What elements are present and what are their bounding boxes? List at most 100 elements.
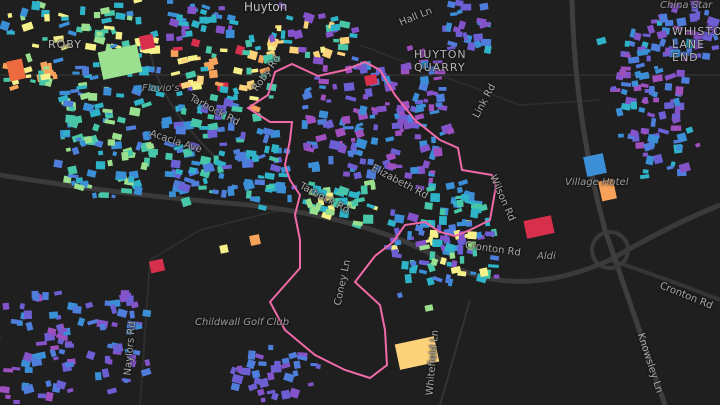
- building: [620, 102, 631, 111]
- building: [132, 349, 141, 356]
- building: [13, 400, 20, 404]
- building: [126, 15, 133, 21]
- building: [165, 152, 173, 161]
- building: [10, 318, 21, 325]
- building: [50, 345, 59, 351]
- building: [319, 85, 326, 90]
- building: [337, 43, 349, 51]
- building: [345, 95, 357, 102]
- building: [128, 176, 135, 183]
- building: [406, 45, 414, 52]
- building: [232, 148, 241, 155]
- building: [646, 112, 656, 118]
- building: [215, 25, 226, 35]
- building: [180, 80, 192, 90]
- building: [364, 73, 378, 87]
- building: [432, 239, 443, 247]
- building: [55, 333, 68, 341]
- building: [118, 293, 127, 303]
- building: [682, 55, 689, 62]
- building: [430, 257, 439, 267]
- building: [409, 267, 415, 274]
- poi-label-flavios[interactable]: Flavio's: [142, 83, 180, 94]
- building: [363, 179, 375, 187]
- building: [414, 134, 422, 140]
- building: [68, 117, 80, 129]
- building: [96, 31, 103, 37]
- building: [148, 149, 158, 155]
- building: [523, 215, 555, 239]
- building: [121, 40, 131, 48]
- building: [674, 105, 681, 115]
- building: [347, 162, 359, 171]
- building: [384, 101, 390, 106]
- building: [125, 125, 137, 131]
- building: [445, 181, 456, 190]
- building: [6, 58, 26, 82]
- building: [413, 105, 425, 114]
- poi-label-aldi[interactable]: Aldi: [537, 251, 556, 262]
- building: [330, 15, 339, 23]
- building: [249, 196, 261, 203]
- building: [0, 386, 10, 394]
- building: [79, 91, 91, 101]
- building: [620, 82, 632, 87]
- building: [305, 86, 312, 92]
- poi-label-china-star[interactable]: China Star: [660, 0, 713, 11]
- building: [241, 367, 251, 376]
- building: [138, 33, 156, 51]
- building: [430, 170, 436, 175]
- building: [0, 20, 11, 32]
- building: [219, 244, 229, 254]
- building: [446, 45, 456, 51]
- building: [429, 251, 436, 261]
- building: [666, 165, 674, 171]
- building: [246, 67, 252, 75]
- building: [426, 186, 435, 193]
- building: [267, 371, 275, 381]
- building: [367, 158, 375, 166]
- building: [21, 21, 34, 32]
- building: [646, 24, 656, 35]
- building: [237, 365, 243, 373]
- building: [227, 25, 233, 32]
- poi-label-village-hotel[interactable]: Village Hotel: [565, 177, 629, 188]
- building: [23, 66, 33, 74]
- building: [675, 86, 684, 96]
- building: [703, 9, 710, 16]
- building: [596, 36, 607, 46]
- building: [175, 125, 186, 135]
- building: [133, 84, 143, 93]
- building: [73, 183, 85, 192]
- building: [650, 19, 658, 24]
- building: [20, 359, 31, 368]
- building: [670, 125, 682, 131]
- building: [479, 2, 489, 11]
- building: [257, 204, 267, 211]
- area-boundary[interactable]: [246, 60, 498, 380]
- building: [104, 300, 111, 307]
- building: [456, 199, 464, 207]
- building: [446, 0, 456, 9]
- building: [55, 379, 67, 390]
- building: [86, 169, 97, 178]
- poi-label-childwall-golf-club[interactable]: Childwall Golf Club: [195, 317, 290, 328]
- building: [228, 19, 239, 26]
- building: [87, 184, 93, 189]
- building: [451, 260, 458, 269]
- building: [435, 69, 446, 75]
- building: [303, 20, 309, 29]
- building: [630, 101, 638, 110]
- building: [251, 369, 261, 379]
- building: [82, 102, 95, 113]
- building: [277, 1, 287, 10]
- building: [31, 290, 39, 299]
- building: [182, 147, 193, 158]
- building: [25, 321, 34, 332]
- building: [354, 137, 368, 150]
- building: [188, 141, 200, 152]
- building: [488, 264, 499, 269]
- building: [227, 122, 235, 132]
- building: [52, 57, 64, 64]
